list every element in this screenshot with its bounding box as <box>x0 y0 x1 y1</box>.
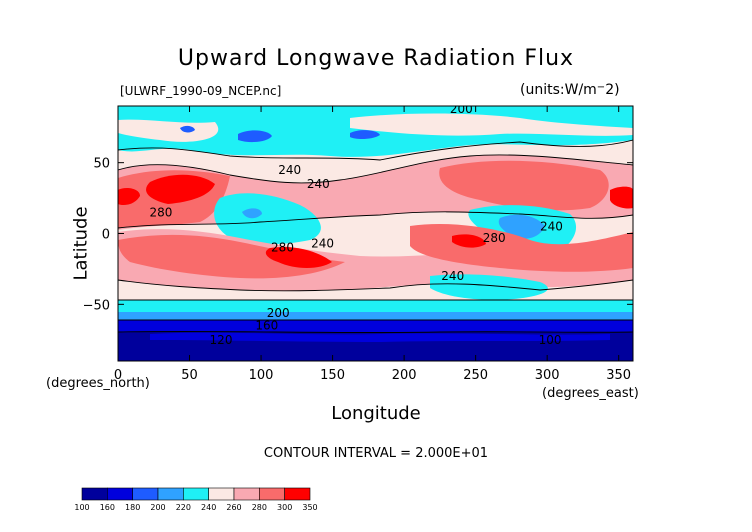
colorbar-swatch <box>157 487 184 501</box>
south-hot-west <box>265 246 332 268</box>
contour-label: 200 <box>450 102 473 116</box>
contour-label: 280 <box>271 241 294 255</box>
colorbar-tick-label: 280 <box>252 503 267 512</box>
south-blue-belt <box>118 320 633 332</box>
colorbar-tick-label: 240 <box>201 503 216 512</box>
north-hot-east <box>610 186 633 209</box>
contour-label: 240 <box>441 269 464 283</box>
north-pink-band <box>118 154 633 230</box>
contour-label: 100 <box>539 333 562 347</box>
contour-label: 280 <box>149 205 172 219</box>
contour-lines <box>118 139 633 334</box>
field-background <box>118 106 633 361</box>
y-unit-label: (degrees_north) <box>46 376 150 391</box>
colorbar-swatch <box>107 487 133 501</box>
contour-label: 240 <box>278 163 301 177</box>
y-tick-label: 50 <box>93 157 110 172</box>
south-light-belt <box>118 290 633 300</box>
x-tick-label: 100 <box>249 368 274 383</box>
south-cyan-belt <box>118 300 633 312</box>
colorbar: 100 160 180 200 220 240 260 280 300 350 <box>74 487 318 512</box>
colorbar-tick-label: 100 <box>74 503 89 512</box>
x-unit-label: (degrees_east) <box>542 386 639 401</box>
north-light-patch <box>118 119 219 142</box>
contour-label: 280 <box>483 231 506 245</box>
colorbar-tick-label: 160 <box>100 503 115 512</box>
colorbar-tick-label: 350 <box>302 503 317 512</box>
north-hot-west <box>146 174 215 204</box>
colorbar-tick-label: 200 <box>150 503 165 512</box>
colorbar-tick-label: 220 <box>176 503 191 512</box>
north-hot-edge <box>118 188 140 206</box>
y-axis-label: Latitude <box>70 206 92 281</box>
colorbar-swatch <box>208 487 235 501</box>
x-axis-ticks: 0 50 100 150 200 250 300 350 <box>114 106 631 383</box>
x-tick-label: 350 <box>606 368 631 383</box>
colorbar-swatch <box>81 487 108 501</box>
colorbar-tick-label: 300 <box>277 503 292 512</box>
colorbar-swatch <box>183 487 209 501</box>
colorbar-swatch <box>233 487 260 501</box>
x-tick-label: 200 <box>392 368 417 383</box>
y-tick-label: 0 <box>102 228 110 243</box>
plot-frame <box>117 105 634 362</box>
colorbar-swatch <box>284 487 311 501</box>
chart-title: Upward Longwave Radiation Flux <box>177 46 575 71</box>
south-red-east <box>410 223 633 272</box>
north-light-band <box>350 113 633 136</box>
colorbar-tick-label: 260 <box>226 503 241 512</box>
colorbar-swatch <box>132 487 159 501</box>
south-pink-band <box>118 229 633 291</box>
tropic-blue-east <box>498 214 545 239</box>
x-tick-label: 50 <box>181 368 198 383</box>
south-red-west <box>118 234 345 279</box>
file-label: [ULWRF_1990-09_NCEP.nc] <box>120 84 282 98</box>
south-lightblue-belt <box>118 312 633 320</box>
north-blue-blob-1 <box>238 130 272 143</box>
contour-label: 240 <box>540 219 563 233</box>
south-darkblue-belt <box>118 332 633 361</box>
north-cyan-region <box>118 106 633 157</box>
x-axis-label: Longitude <box>331 403 421 424</box>
tropic-blue-west <box>242 208 262 219</box>
tropic-cyan-east <box>468 205 577 257</box>
colorbar-tick-label: 180 <box>125 503 140 512</box>
x-tick-label: 300 <box>535 368 560 383</box>
south-hot-east <box>452 234 486 248</box>
contour-label: 240 <box>311 236 334 250</box>
north-red-east <box>439 160 609 211</box>
y-axis-ticks: −50 0 50 <box>83 157 633 313</box>
north-blue-blob-3 <box>180 125 195 133</box>
contour-interval-text: CONTOUR INTERVAL = 2.000E+01 <box>263 446 489 461</box>
north-red-west <box>118 170 230 228</box>
south-blue-ripple <box>150 332 610 342</box>
x-tick-label: 150 <box>320 368 345 383</box>
x-tick-label: 250 <box>463 368 488 383</box>
contour-label: 240 <box>307 177 330 191</box>
tropic-cyan-west <box>214 193 321 245</box>
y-tick-label: −50 <box>83 298 110 313</box>
contour-label: 200 <box>267 306 290 320</box>
units-label: (units:W/m−2) <box>520 82 620 98</box>
contour-label: 160 <box>255 319 278 333</box>
north-blue-blob-2 <box>350 130 380 140</box>
contour-label: 120 <box>210 333 233 347</box>
colorbar-swatch <box>259 487 285 501</box>
south-cyan-patch <box>430 274 548 300</box>
